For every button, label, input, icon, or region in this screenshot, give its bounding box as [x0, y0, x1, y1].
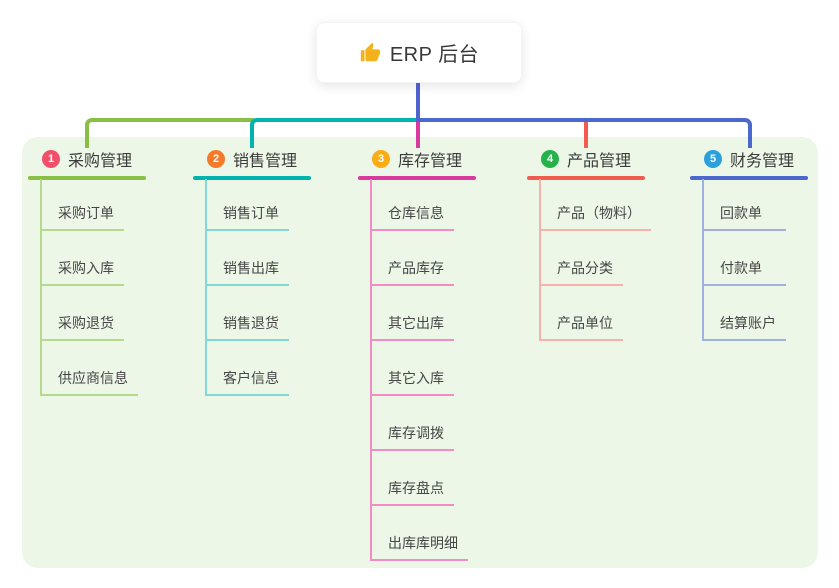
- branch-title: 产品管理: [567, 153, 632, 170]
- branch-underline: [28, 176, 146, 180]
- child-node[interactable]: 仓库信息: [370, 203, 454, 231]
- child-node[interactable]: 其它出库: [370, 313, 454, 341]
- connector-root: [416, 83, 420, 122]
- child-node[interactable]: 产品（物料）: [539, 203, 651, 231]
- child-node[interactable]: 出库库明细: [370, 533, 468, 561]
- branch-title: 采购管理: [68, 153, 133, 170]
- child-node[interactable]: 采购入库: [40, 258, 124, 286]
- branch-node[interactable]: 5 财务管理: [690, 146, 794, 172]
- child-node[interactable]: 产品单位: [539, 313, 623, 341]
- branch-1: 1 采购管理 采购订单采购入库采购退货供应商信息: [28, 137, 193, 568]
- root-node[interactable]: ERP 后台: [316, 22, 522, 83]
- child-node[interactable]: 付款单: [702, 258, 786, 286]
- child-node[interactable]: 供应商信息: [40, 368, 138, 396]
- child-node[interactable]: 销售退货: [205, 313, 289, 341]
- branch-number-badge: 5: [704, 150, 722, 168]
- thumbs-up-icon: [359, 42, 381, 64]
- branch-node[interactable]: 4 产品管理: [527, 146, 631, 172]
- branch-underline: [527, 176, 645, 180]
- branch-trunk-line: [539, 179, 541, 341]
- child-node[interactable]: 库存调拨: [370, 423, 454, 451]
- child-node[interactable]: 采购退货: [40, 313, 124, 341]
- branch-number-badge: 2: [207, 150, 225, 168]
- child-node[interactable]: 采购订单: [40, 203, 124, 231]
- branch-trunk-line: [40, 179, 42, 396]
- branch-underline: [193, 176, 311, 180]
- branch-trunk-line: [702, 179, 704, 341]
- branches-panel: 1 采购管理 采购订单采购入库采购退货供应商信息 2 销售管理 销售订单销售出库…: [22, 137, 818, 568]
- branch-title: 销售管理: [233, 153, 298, 170]
- child-node[interactable]: 库存盘点: [370, 478, 454, 506]
- branch-title: 财务管理: [730, 153, 795, 170]
- branch-underline: [690, 176, 808, 180]
- branch-node[interactable]: 2 销售管理: [193, 146, 297, 172]
- branch-node[interactable]: 3 库存管理: [358, 146, 462, 172]
- branch-trunk-line: [370, 179, 372, 561]
- branch-5: 5 财务管理 回款单付款单结算账户: [690, 137, 839, 568]
- branch-node[interactable]: 1 采购管理: [28, 146, 132, 172]
- child-node[interactable]: 其它入库: [370, 368, 454, 396]
- branch-2: 2 销售管理 销售订单销售出库销售退货客户信息: [193, 137, 358, 568]
- branch-number-badge: 4: [541, 150, 559, 168]
- child-node[interactable]: 产品分类: [539, 258, 623, 286]
- branch-underline: [358, 176, 476, 180]
- child-node[interactable]: 客户信息: [205, 368, 289, 396]
- branch-3: 3 库存管理 仓库信息产品库存其它出库其它入库库存调拨库存盘点出库库明细: [358, 137, 523, 568]
- child-node[interactable]: 销售出库: [205, 258, 289, 286]
- branch-number-badge: 3: [372, 150, 390, 168]
- branch-4: 4 产品管理 产品（物料） 产品分类产品单位: [527, 137, 692, 568]
- child-node[interactable]: 销售订单: [205, 203, 289, 231]
- branch-trunk-line: [205, 179, 207, 396]
- root-title: ERP 后台: [389, 44, 480, 66]
- branch-number-badge: 1: [42, 150, 60, 168]
- child-node[interactable]: 产品库存: [370, 258, 454, 286]
- branch-title: 库存管理: [398, 153, 463, 170]
- child-node[interactable]: 回款单: [702, 203, 786, 231]
- child-node[interactable]: 结算账户: [702, 313, 786, 341]
